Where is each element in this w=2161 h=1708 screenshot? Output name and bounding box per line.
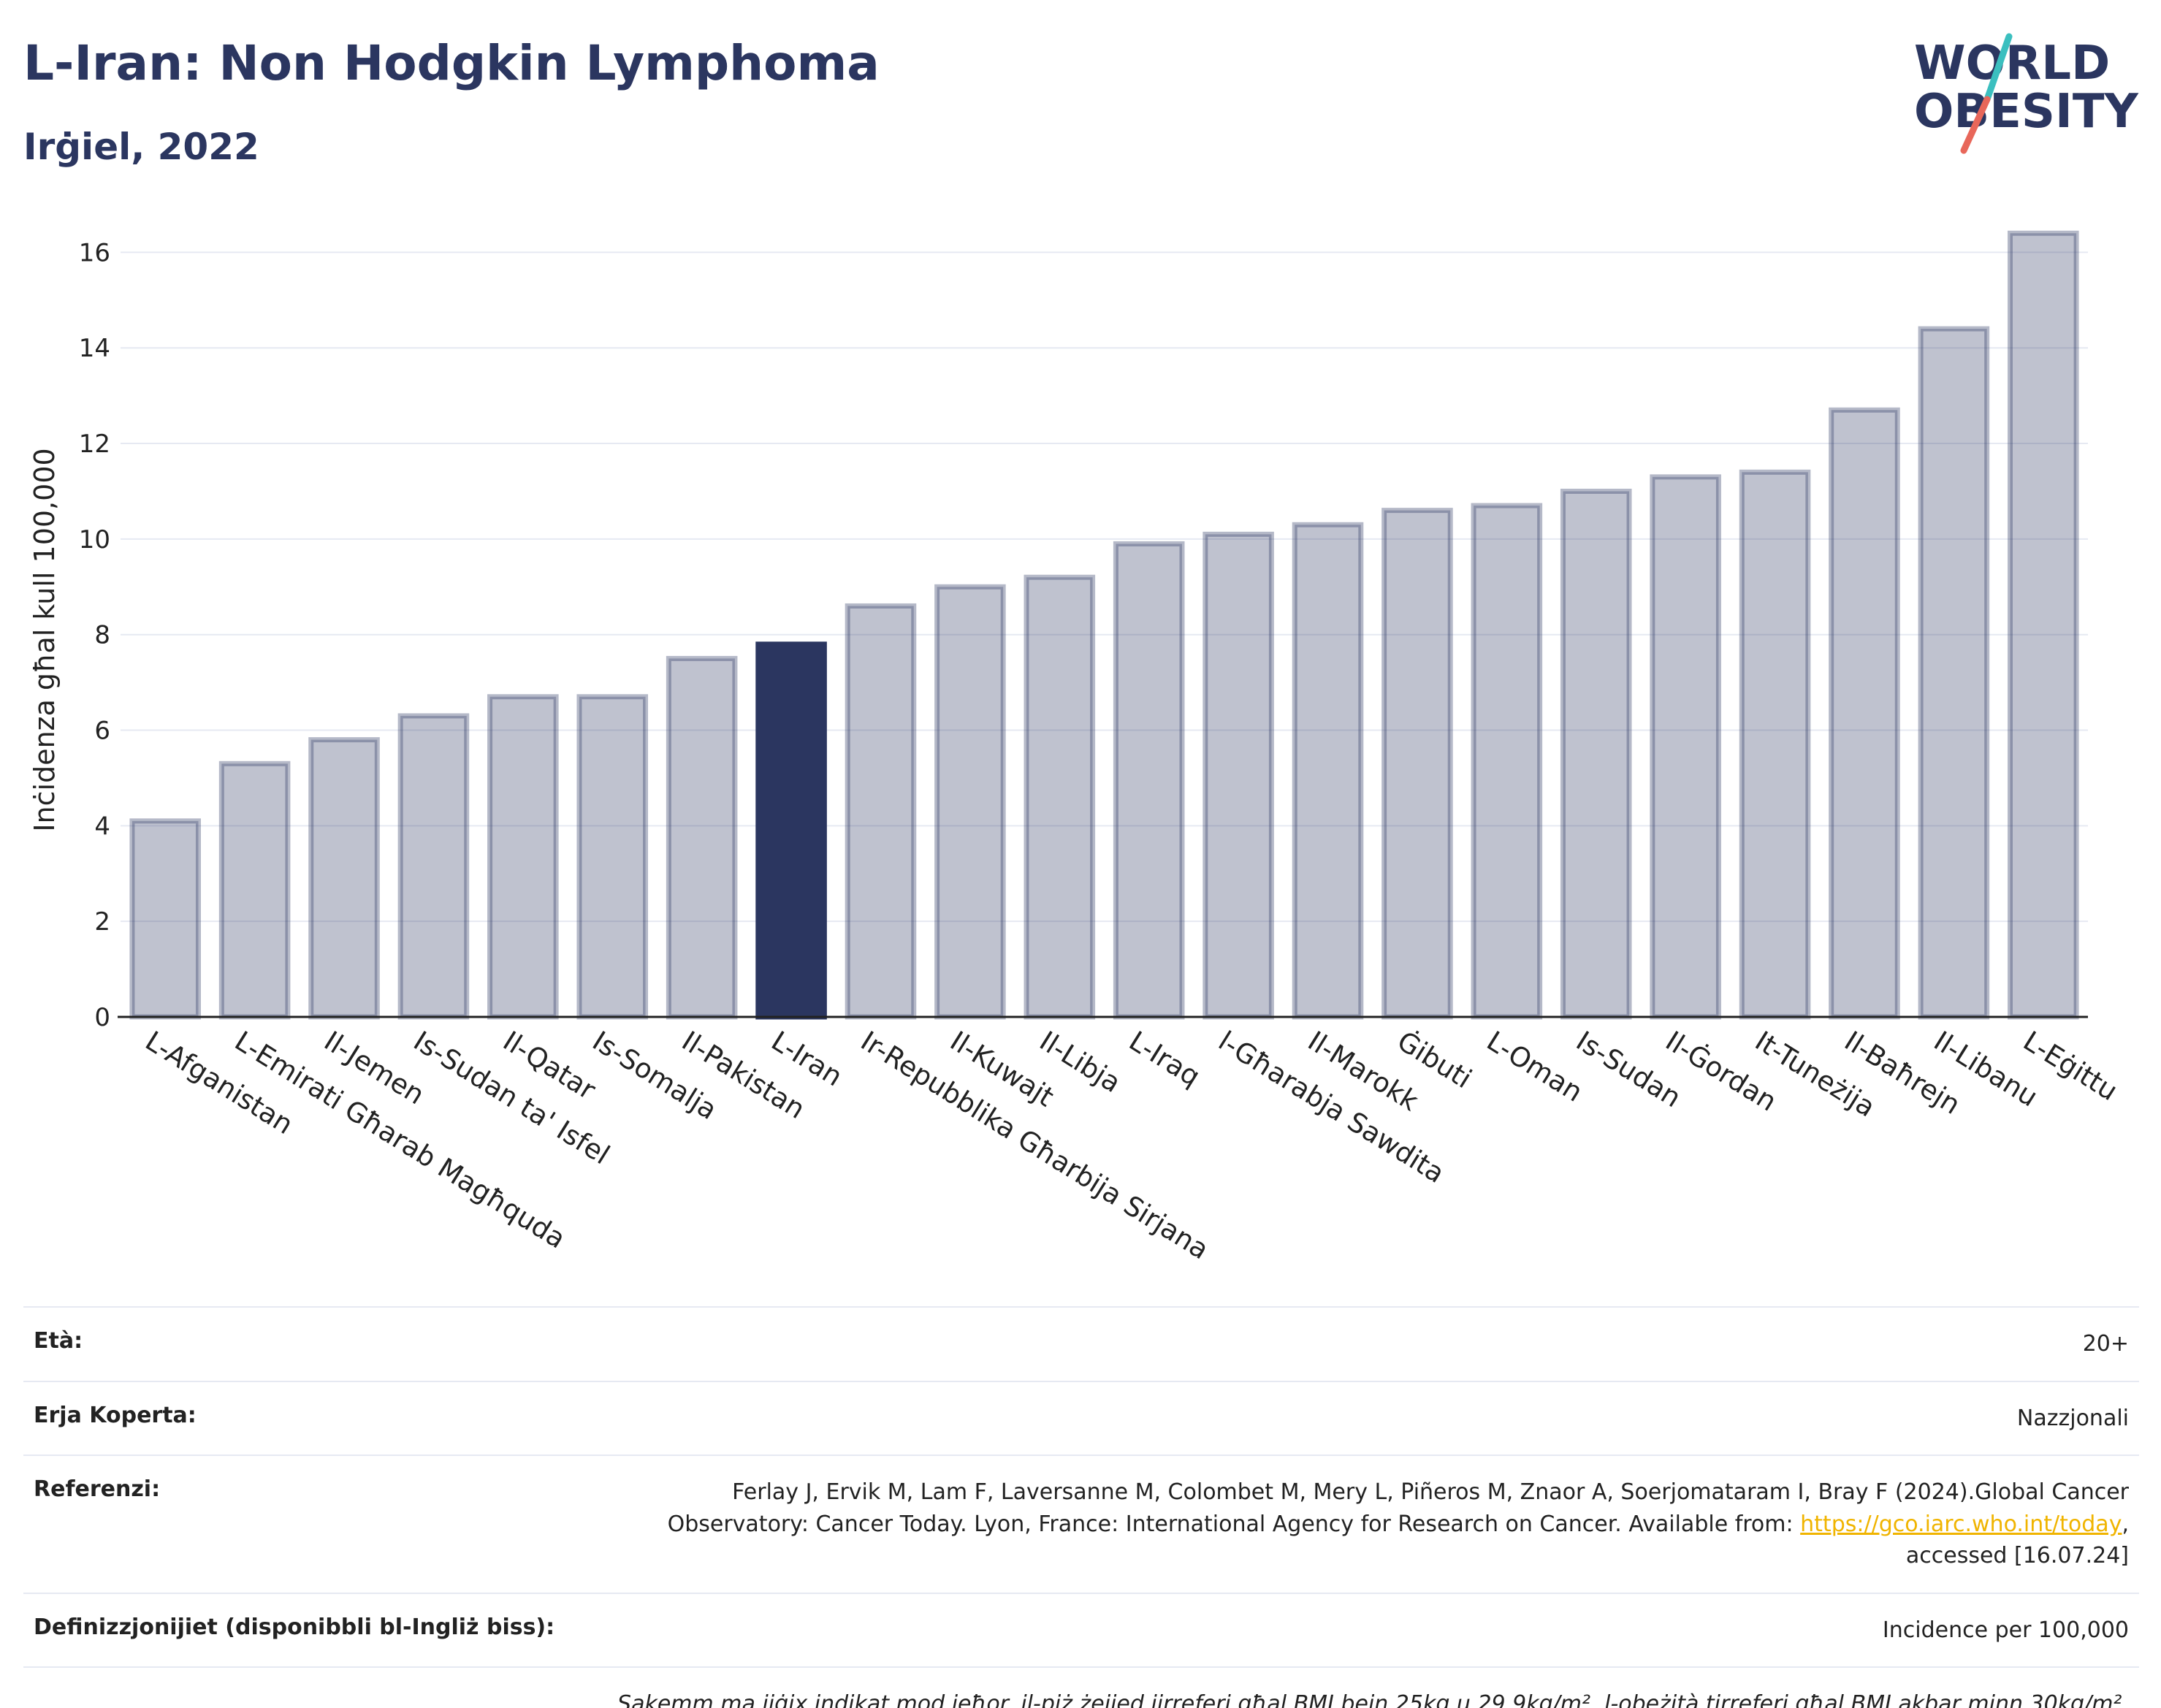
bar [1471, 503, 1543, 1020]
bar [218, 760, 291, 1020]
bar [755, 641, 827, 1020]
bar [934, 584, 1006, 1020]
age-label: Età: [34, 1328, 83, 1354]
y-tick-label: 16 [79, 238, 110, 267]
note-text: Sakemm ma jiġix indikat mod ieħor, il-pi… [617, 1691, 2129, 1708]
y-tick-label: 14 [79, 334, 110, 363]
y-tick-label: 0 [94, 1003, 110, 1032]
logo-slash-teal [1983, 33, 2013, 103]
bar [308, 737, 380, 1020]
y-tick-label: 4 [94, 812, 110, 841]
bar [1381, 508, 1453, 1020]
logo-slash-red [1960, 96, 1991, 154]
bar [1560, 488, 1632, 1020]
bar [1918, 326, 1990, 1020]
y-tick-label: 10 [79, 525, 110, 554]
bar [576, 694, 649, 1020]
y-tick-label: 6 [94, 717, 110, 746]
page-subtitle: Irġiel, 2022 [23, 126, 259, 168]
logo-text-obesity: OBESITY [1914, 85, 2138, 139]
references-after-link: , [2122, 1511, 2129, 1537]
bars [129, 230, 2079, 1020]
info-row-coverage: Erja Koperta: Nazzjonali [23, 1380, 2139, 1455]
y-tick-label: 12 [79, 430, 110, 459]
references-link[interactable]: https://gco.iarc.who.int/today [1800, 1511, 2122, 1537]
bar [845, 603, 917, 1020]
references-value: Ferlay J, Ervik M, Lam F, Laversanne M, … [668, 1476, 2129, 1572]
bar [1024, 574, 1096, 1020]
info-row-definitions: Definizzjonijiet (disponibbli bl-Ingliż … [23, 1592, 2139, 1667]
x-tick-label: L-Oman [1482, 1025, 1588, 1108]
bar [1292, 522, 1364, 1020]
info-row-age: Età: 20+ [23, 1306, 2139, 1381]
references-line1: Ferlay J, Ervik M, Lam F, Laversanne M, … [732, 1479, 2129, 1505]
bar [2008, 230, 2079, 1020]
bar [1203, 531, 1274, 1020]
page-title: L-Iran: Non Hodgkin Lymphoma [23, 35, 880, 91]
coverage-label: Erja Koperta: [34, 1402, 197, 1428]
logo-text-world: WORLD [1914, 37, 2110, 91]
bar [397, 713, 470, 1020]
bar [129, 818, 201, 1020]
info-table: Età: 20+ Erja Koperta: Nazzjonali Refere… [23, 1306, 2139, 1708]
bar [666, 655, 738, 1020]
x-tick-label: L-Iraq [1124, 1025, 1205, 1092]
references-line2: Observatory: Cancer Today. Lyon, France:… [667, 1511, 1801, 1537]
grid-lines [121, 251, 2088, 923]
world-obesity-logo: WORLD OBESITY [1914, 33, 2138, 154]
info-row-note: Sakemm ma jiġix indikat mod ieħor, il-pi… [23, 1666, 2139, 1708]
definitions-label: Definizzjonijiet (disponibbli bl-Ingliż … [34, 1614, 555, 1640]
age-value: 20+ [2082, 1331, 2129, 1357]
bar [1113, 541, 1185, 1020]
y-tick-label: 2 [94, 907, 110, 937]
y-tick-labels: 0 2 4 6 8 10 12 14 16 [79, 238, 110, 1032]
coverage-value: Nazzjonali [2016, 1405, 2129, 1431]
bar [487, 694, 559, 1020]
references-line3: accessed [16.07.24] [1905, 1543, 2129, 1568]
y-tick-label: 8 [94, 621, 110, 650]
definitions-value: Incidence per 100,000 [1882, 1617, 2129, 1643]
bar [1829, 407, 1900, 1020]
y-axis-label: Inċidenza għal kull 100,000 [28, 448, 61, 831]
bar [1650, 474, 1721, 1020]
info-row-references: Referenzi: Ferlay J, Ervik M, Lam F, Lav… [23, 1455, 2139, 1593]
references-label: Referenzi: [34, 1476, 161, 1502]
bar [1739, 469, 1811, 1020]
